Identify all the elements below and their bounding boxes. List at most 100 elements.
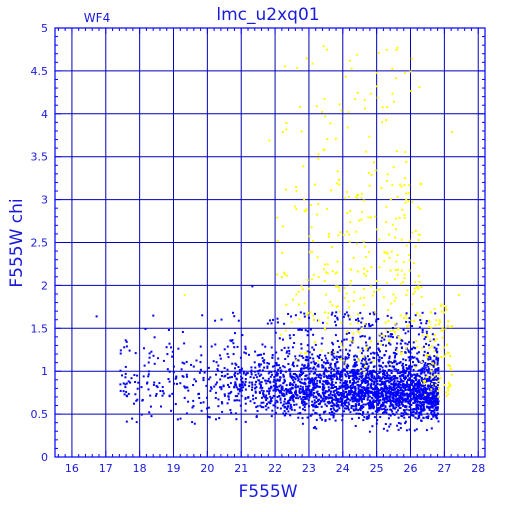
blue-point bbox=[307, 367, 310, 370]
blue-point bbox=[262, 393, 265, 396]
blue-point bbox=[347, 356, 350, 359]
blue-point bbox=[326, 376, 329, 379]
blue-point bbox=[263, 366, 266, 369]
blue-point bbox=[371, 323, 374, 326]
yellow-point bbox=[406, 325, 409, 328]
blue-point bbox=[367, 365, 370, 368]
yellow-point bbox=[359, 370, 362, 373]
blue-point bbox=[375, 320, 378, 323]
blue-point bbox=[413, 395, 415, 397]
blue-point bbox=[388, 387, 391, 390]
blue-point bbox=[334, 320, 337, 323]
blue-point bbox=[425, 398, 428, 400]
blue-point bbox=[376, 408, 379, 411]
blue-point bbox=[252, 398, 255, 401]
blue-point bbox=[209, 376, 212, 379]
blue-point bbox=[288, 390, 291, 393]
blue-point bbox=[358, 375, 361, 378]
blue-point bbox=[336, 377, 338, 380]
blue-point bbox=[429, 358, 432, 361]
blue-point bbox=[393, 368, 396, 371]
blue-point bbox=[344, 313, 346, 316]
yellow-point bbox=[431, 382, 434, 385]
blue-point bbox=[305, 393, 308, 396]
blue-point bbox=[329, 383, 332, 386]
blue-point bbox=[185, 373, 188, 376]
blue-point bbox=[408, 379, 411, 382]
blue-point bbox=[391, 392, 394, 395]
blue-point bbox=[210, 345, 213, 348]
blue-point bbox=[429, 356, 432, 359]
blue-point bbox=[354, 362, 356, 365]
blue-point bbox=[421, 385, 424, 387]
blue-point bbox=[402, 368, 405, 371]
blue-point bbox=[335, 367, 338, 370]
blue-point bbox=[433, 346, 436, 349]
blue-point bbox=[392, 406, 395, 409]
blue-point bbox=[412, 388, 414, 391]
blue-point bbox=[394, 400, 397, 403]
yellow-point bbox=[385, 329, 388, 332]
blue-point bbox=[312, 366, 315, 369]
blue-point bbox=[326, 383, 329, 386]
blue-point bbox=[356, 373, 359, 375]
yellow-point bbox=[330, 189, 333, 192]
blue-point bbox=[367, 416, 370, 419]
blue-point bbox=[289, 389, 292, 392]
blue-point bbox=[362, 403, 365, 406]
blue-point bbox=[425, 322, 428, 325]
blue-point bbox=[398, 362, 401, 365]
blue-point bbox=[287, 405, 290, 408]
blue-point bbox=[382, 373, 384, 376]
blue-point bbox=[396, 424, 399, 427]
blue-point bbox=[371, 376, 373, 379]
yellow-point bbox=[393, 299, 396, 302]
blue-point bbox=[303, 396, 306, 398]
blue-point bbox=[332, 386, 334, 389]
blue-point bbox=[389, 402, 392, 405]
blue-point bbox=[277, 368, 280, 371]
blue-point bbox=[346, 405, 349, 408]
blue-point bbox=[403, 377, 406, 380]
blue-point bbox=[370, 406, 373, 409]
blue-point bbox=[333, 373, 336, 376]
blue-point bbox=[325, 379, 328, 382]
blue-point bbox=[419, 405, 422, 408]
blue-point bbox=[411, 408, 413, 411]
blue-point bbox=[388, 342, 390, 345]
blue-point bbox=[244, 378, 247, 381]
blue-point bbox=[312, 388, 315, 391]
yellow-point bbox=[356, 197, 359, 199]
blue-point bbox=[297, 412, 300, 415]
blue-point bbox=[140, 413, 143, 416]
blue-point bbox=[234, 412, 237, 415]
blue-point bbox=[422, 381, 425, 384]
blue-point bbox=[292, 399, 295, 401]
blue-point bbox=[330, 351, 333, 354]
blue-point bbox=[134, 352, 137, 355]
blue-point bbox=[340, 399, 343, 402]
blue-point bbox=[283, 414, 286, 417]
blue-point bbox=[372, 356, 375, 359]
blue-point bbox=[213, 385, 216, 388]
yellow-point bbox=[383, 251, 386, 254]
blue-point bbox=[369, 391, 372, 394]
blue-point bbox=[219, 386, 221, 389]
blue-point bbox=[301, 422, 304, 425]
blue-point bbox=[407, 350, 410, 353]
blue-point bbox=[412, 392, 415, 395]
blue-point bbox=[236, 372, 239, 375]
blue-point bbox=[186, 375, 188, 378]
yellow-point bbox=[412, 262, 415, 265]
blue-point bbox=[352, 365, 355, 368]
yellow-point bbox=[443, 383, 446, 386]
yellow-point bbox=[325, 293, 328, 296]
blue-point bbox=[404, 399, 407, 401]
blue-point bbox=[261, 369, 264, 372]
blue-point bbox=[255, 380, 257, 383]
blue-point bbox=[344, 403, 347, 406]
blue-point bbox=[353, 409, 355, 412]
yellow-point bbox=[403, 184, 406, 187]
blue-point bbox=[179, 417, 182, 420]
yellow-point bbox=[361, 211, 364, 214]
